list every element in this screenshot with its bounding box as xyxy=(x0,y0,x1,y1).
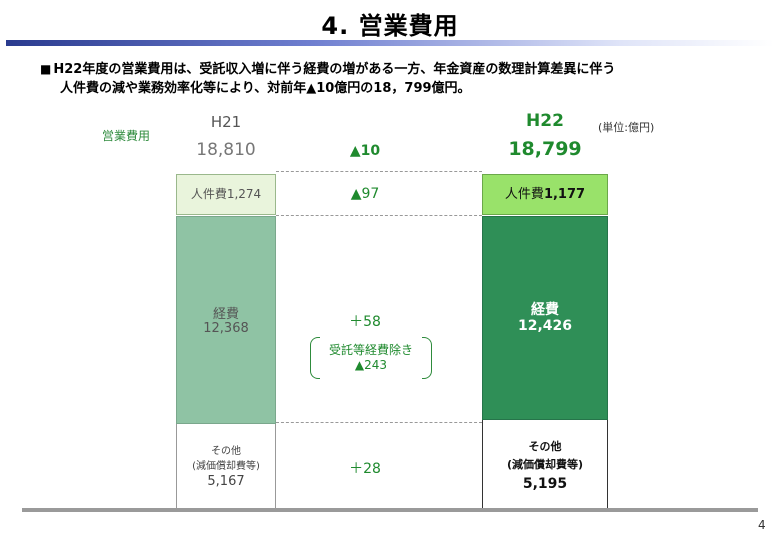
h22-other-value: 5,195 xyxy=(522,476,568,492)
h21-other-value: 5,167 xyxy=(207,474,245,489)
expenses-excl-value: ▲243 xyxy=(354,358,388,372)
square-bullet-icon: ■ xyxy=(40,62,52,76)
page-title: 4. 営業費用 xyxy=(321,12,459,40)
chart-baseline xyxy=(22,508,758,512)
h22-expenses-value: 12,426 xyxy=(517,318,573,334)
h21-other-segment: その他 (減価償却費等) 5,167 xyxy=(176,424,276,510)
summary-line-1: H22年度の営業費用は、受託収入増に伴う経費の増がある一方、年金資産の数理計算差… xyxy=(53,62,616,77)
summary-line-2: 人件費の減や業務効率化等により、対前年▲10億円の18，799億円。 xyxy=(60,81,471,96)
h22-other-sublabel: (減価償却費等) xyxy=(506,458,584,471)
h21-expenses-value: 12,368 xyxy=(203,321,249,336)
h21-personnel-segment: 人件費1,274 xyxy=(176,174,276,215)
h22-total-value: 18,799 xyxy=(508,138,582,160)
delta-other: ＋28 xyxy=(349,461,381,477)
h21-expenses-label: 経費 xyxy=(212,307,239,322)
operating-expenses-label: 営業費用 xyxy=(102,129,151,143)
h21-personnel-label: 人件費1,274 xyxy=(190,187,262,201)
delta-total: ▲10 xyxy=(349,143,381,159)
delta-personnel: ▲97 xyxy=(350,186,380,202)
h21-other-label: その他 xyxy=(211,446,241,457)
unit-label: (単位:億円) xyxy=(598,121,655,134)
expenses-excl-label: 受託等経費除き xyxy=(328,343,413,357)
h22-personnel-label: 人件費 xyxy=(504,187,544,202)
h22-other-segment: その他 (減価償却費等) 5,195 xyxy=(482,420,608,510)
h21-year-label: H21 xyxy=(210,113,242,131)
connector-top xyxy=(276,171,482,172)
connector-personnel xyxy=(276,215,482,216)
left-bracket-icon xyxy=(310,337,320,379)
h22-year-label: H22 xyxy=(526,111,564,131)
title-rule xyxy=(6,40,774,46)
h21-total-value: 18,810 xyxy=(196,140,256,160)
h22-other-label: その他 xyxy=(528,440,562,453)
h22-personnel-value: 1,177 xyxy=(543,187,586,202)
h21-other-sublabel: (減価償却費等) xyxy=(192,461,260,472)
h22-personnel-segment: 人件費1,177 xyxy=(482,174,608,215)
h22-expenses-segment: 経費 12,426 xyxy=(482,216,608,420)
page-number: 4 xyxy=(758,518,766,532)
h22-expenses-label: 経費 xyxy=(531,302,559,318)
delta-expenses: ＋58 xyxy=(349,314,381,330)
h21-expenses-segment: 経費 12,368 xyxy=(176,216,276,424)
connector-expenses xyxy=(276,422,482,423)
expenses-excl-bracket: 受託等経費除き ▲243 xyxy=(308,337,434,379)
summary-text: ■ H22年度の営業費用は、受託収入増に伴う経費の増がある一方、年金資産の数理計算… xyxy=(40,60,760,98)
